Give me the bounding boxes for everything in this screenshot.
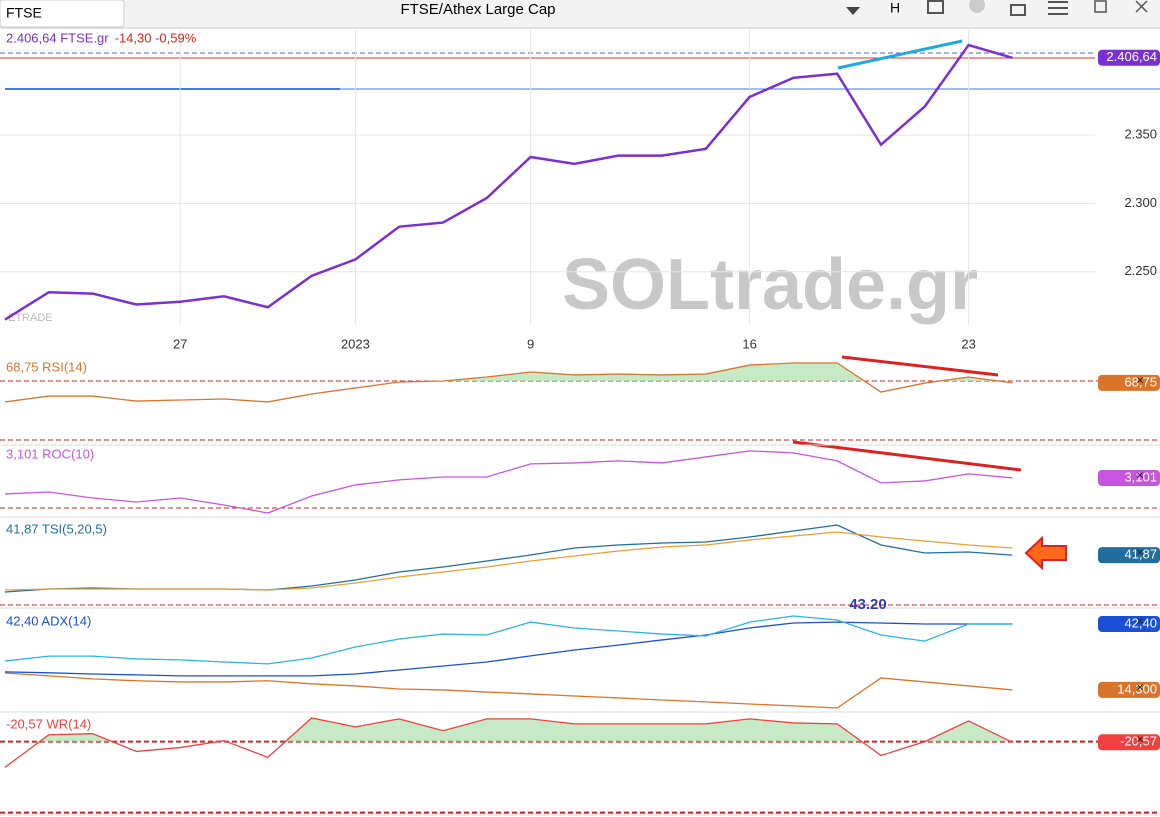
icon-maximize[interactable] [1094,0,1107,13]
price-tag-label: 42,40 [1124,615,1157,630]
series-line [4,43,1013,321]
overbought-fill [5,363,1013,382]
series-line [4,717,1013,768]
price-tag-label: 41,87 [1124,547,1157,562]
price-tag-label: -20,57 [1120,734,1157,749]
x-tick-label: 2023 [341,336,370,351]
price-tag [1098,547,1160,564]
divergence-line [841,355,999,377]
indicator-title: 3,101 ROC(10) [6,446,94,461]
close-icon: × [1136,467,1144,482]
price-tag-label: 3,101 [1124,469,1157,484]
price-tag [1098,615,1160,632]
symbol: FTSE [6,5,42,21]
icon-menu[interactable] [1048,1,1068,15]
price-tag [1098,374,1160,391]
price-change: -14,30 -0,59% [115,30,197,45]
icon-close[interactable] [1135,0,1148,13]
divergence-line [792,440,1022,472]
logo: ETRADE [8,312,53,324]
close-icon: × [1136,613,1144,628]
y-tick-label: 2.250 [1124,263,1157,278]
trend-line [837,39,963,70]
window-title: FTSE/Athex Large Cap [400,1,555,18]
y-tick-label: 2.300 [1124,195,1157,210]
close-icon: × [1136,545,1144,560]
price-tag-label: 68,75 [1124,374,1157,389]
price-tag-label: 2.406,64 [1106,49,1157,64]
indicator-title: 2.406,64 FTSE.gr [6,30,109,45]
arrow [1024,535,1067,571]
x-tick-label: 9 [527,336,534,351]
annotation: 43.20 [849,596,887,613]
series-line [4,672,1013,709]
series-line [4,615,1013,665]
series-line [4,621,1013,677]
indicator-title: 41,87 TSI(5,20,5) [6,521,107,536]
indicator-title: 68,75 RSI(14) [6,359,87,374]
dropdown[interactable] [846,7,860,15]
icon-window[interactable] [927,0,944,14]
title-bar [0,0,1160,28]
price-tag [1098,734,1160,751]
price-tag-label: 14,300 [1117,681,1157,696]
price-tag [1098,49,1160,66]
close-icon: × [1136,372,1144,387]
indicator-title: -20,57 WR(14) [6,716,91,731]
overbought-fill [5,717,1013,742]
close-icon: × [1136,732,1144,747]
indicator-title: 42,40 ADX(14) [6,613,91,628]
series-line [4,531,1013,591]
price-tag [1098,681,1160,698]
close-icon: × [1136,679,1144,694]
series-line [4,362,1013,403]
symbol-box[interactable] [0,0,125,28]
x-tick-label: 23 [961,336,975,351]
icon-chat[interactable] [969,0,985,13]
button-h[interactable]: H [890,0,900,16]
series-line [4,450,1013,514]
price-tag [1098,469,1160,486]
watermark: SOLtrade.gr [562,245,978,325]
x-tick-label: 27 [173,336,187,351]
x-tick-label: 16 [742,336,756,351]
y-tick-label: 2.350 [1124,127,1157,142]
icon-lock[interactable] [1010,4,1026,16]
